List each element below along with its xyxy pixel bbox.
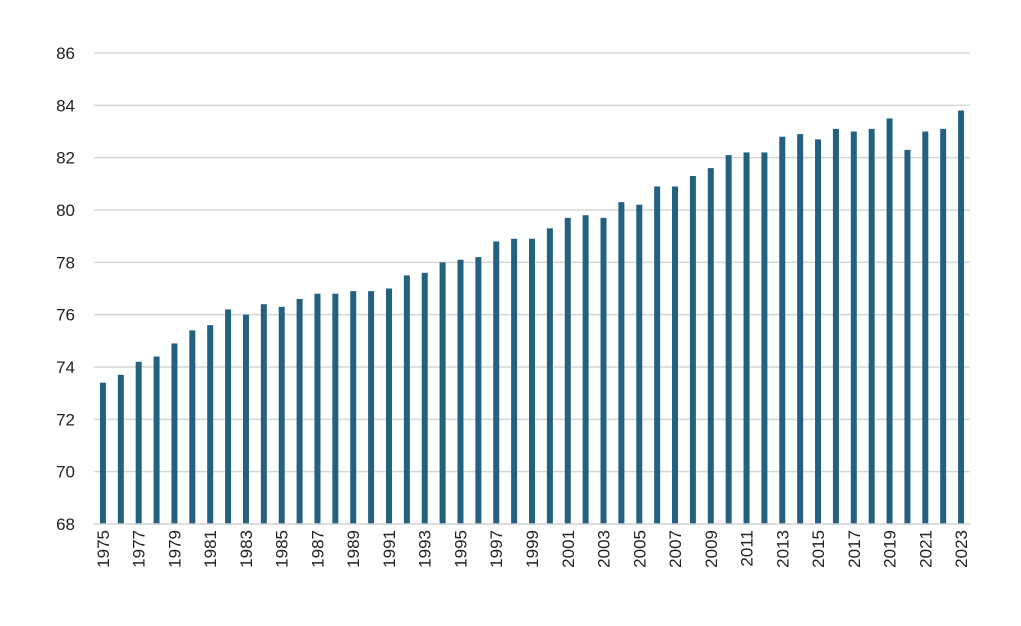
x-tick-label: 1993 <box>416 530 435 568</box>
bar-1977 <box>135 361 142 524</box>
bar-2020 <box>904 149 911 525</box>
x-tick-label: 2015 <box>809 530 828 568</box>
bar-1991 <box>385 288 392 524</box>
bar-2015 <box>815 139 822 524</box>
bar-1996 <box>475 257 482 524</box>
bar-2012 <box>761 152 768 524</box>
y-tick-label: 80 <box>56 201 75 220</box>
x-tick-label: 1977 <box>130 530 149 568</box>
bar-1978 <box>153 356 160 524</box>
y-tick-label: 76 <box>56 306 75 325</box>
bar-2018 <box>868 128 875 524</box>
x-tick-label: 2003 <box>595 530 614 568</box>
x-axis-tick-labels: 1975 1977 1979 1981 1983 1985 1987 1989 1991 1993… <box>94 530 971 568</box>
bar-1982 <box>225 309 232 524</box>
bar-2013 <box>779 136 786 524</box>
bar-2017 <box>850 131 857 524</box>
bar-2023 <box>958 110 965 525</box>
bar-2021 <box>922 131 929 524</box>
y-tick-label: 74 <box>56 358 75 377</box>
bar-2005 <box>636 204 643 524</box>
bar-2006 <box>654 186 661 524</box>
bar-1989 <box>350 291 357 524</box>
bar-1988 <box>332 293 339 524</box>
bar-1984 <box>260 304 267 524</box>
bar-2002 <box>582 215 589 524</box>
y-tick-label: 72 <box>56 410 75 429</box>
bar-2011 <box>743 152 750 524</box>
bar-1995 <box>457 259 464 524</box>
bar-2004 <box>618 202 625 524</box>
y-tick-label: 86 <box>56 44 75 63</box>
bar-1999 <box>529 238 535 525</box>
bar-1998 <box>511 238 518 525</box>
x-tick-label: 1997 <box>487 530 506 568</box>
bar-2019 <box>886 118 893 525</box>
x-tick-label: 2021 <box>916 530 935 568</box>
x-tick-label: 1991 <box>380 530 399 568</box>
x-tick-label: 2009 <box>702 530 721 568</box>
bar-1975 <box>99 382 106 524</box>
bar-2022 <box>940 128 947 524</box>
x-tick-label: 2017 <box>845 530 864 568</box>
bar-2016 <box>832 128 839 524</box>
x-tick-label: 2007 <box>666 530 685 568</box>
x-tick-label: 1987 <box>308 530 327 568</box>
y-axis-tick-labels: 68 70 72 74 76 78 80 82 84 86 <box>56 44 75 534</box>
x-tick-label: 1975 <box>94 530 113 568</box>
x-tick-label: 1999 <box>523 530 542 568</box>
bar-1976 <box>117 374 124 524</box>
y-tick-label: 68 <box>56 515 75 534</box>
bar-2007 <box>672 186 679 524</box>
bar-1981 <box>207 325 214 524</box>
bar-1997 <box>493 241 500 524</box>
y-tick-label: 70 <box>56 463 75 482</box>
x-tick-label: 1979 <box>165 530 184 568</box>
x-tick-label: 1985 <box>273 530 292 568</box>
bar-1990 <box>368 291 375 524</box>
x-tick-label: 2001 <box>559 530 578 568</box>
bar-2010 <box>725 155 732 525</box>
bar-1992 <box>403 275 410 524</box>
bar-2003 <box>600 217 607 524</box>
x-tick-label: 1989 <box>344 530 363 568</box>
x-tick-label: 2013 <box>773 530 792 568</box>
bar-1993 <box>421 272 428 524</box>
bar-1985 <box>278 306 285 524</box>
bar-1979 <box>171 343 178 524</box>
x-tick-label: 2005 <box>630 530 649 568</box>
bar-1986 <box>296 298 303 524</box>
bar-1987 <box>314 293 321 524</box>
y-tick-label: 78 <box>56 253 75 272</box>
bars <box>99 110 965 525</box>
bar-1994 <box>439 262 446 524</box>
x-tick-label: 1995 <box>451 530 470 568</box>
y-tick-label: 84 <box>56 96 75 115</box>
bar-2008 <box>689 175 696 524</box>
bar-1983 <box>242 314 249 524</box>
x-tick-label: 2023 <box>952 530 971 568</box>
bar-2001 <box>564 217 571 524</box>
bar-1980 <box>189 330 196 524</box>
bar-2009 <box>707 168 714 524</box>
y-tick-label: 82 <box>56 149 75 168</box>
x-tick-label: 1983 <box>237 530 256 568</box>
bar-2000 <box>546 228 553 525</box>
x-tick-label: 1981 <box>201 530 220 568</box>
x-tick-label: 2011 <box>738 530 757 567</box>
x-tick-label: 2019 <box>881 530 900 568</box>
bar-2014 <box>797 134 804 524</box>
